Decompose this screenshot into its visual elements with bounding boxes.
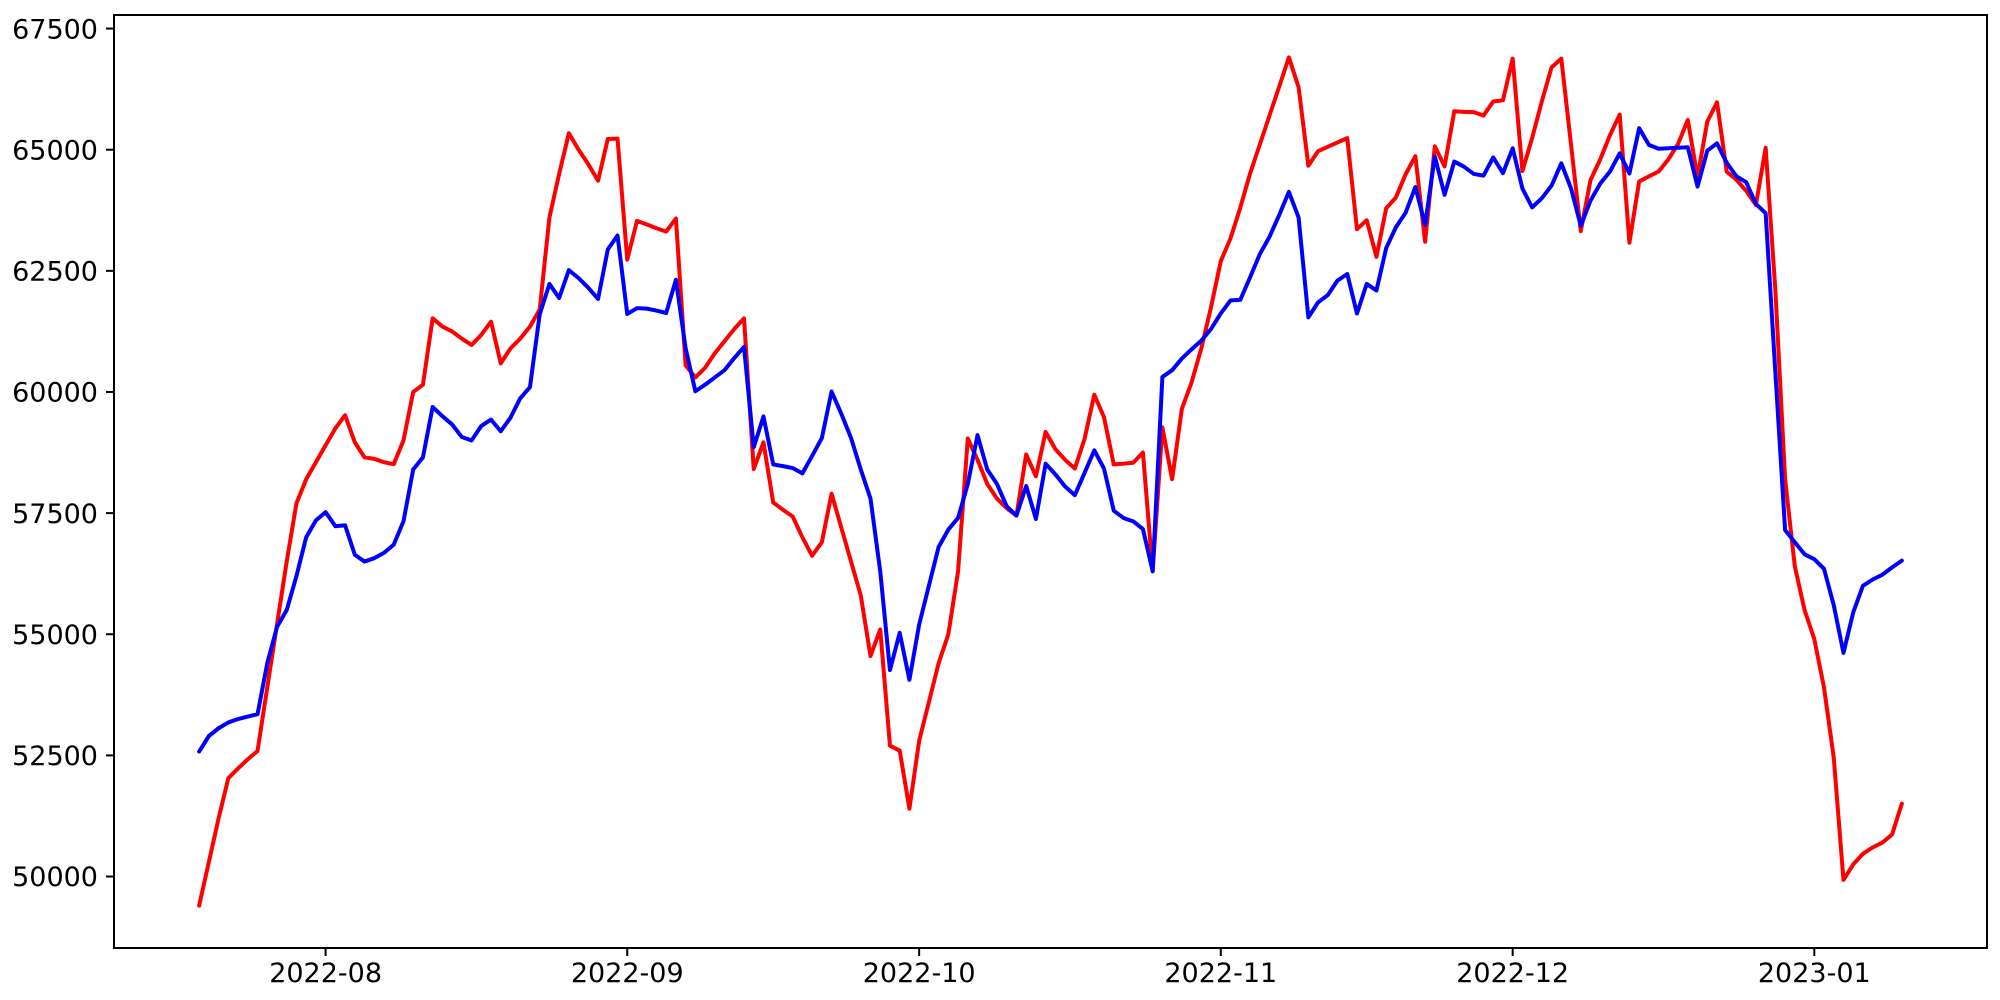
- red-series: [197, 55, 1904, 908]
- x-tick-label: 2022-10: [863, 958, 976, 989]
- y-tick-label: 67500: [12, 14, 98, 45]
- y-tick-label: 50000: [12, 862, 98, 893]
- x-tick-label: 2023-01: [1758, 958, 1871, 989]
- blue-series: [197, 126, 1904, 754]
- y-axis-ticks: 50000 52500 55000 57500 60000 62500 65000 67500: [12, 14, 114, 893]
- y-tick-label: 55000: [12, 620, 98, 651]
- x-tick-label: 2022-11: [1164, 958, 1277, 989]
- plot-border: [113, 14, 1988, 949]
- x-tick-label: 2022-09: [571, 958, 684, 989]
- x-tick-label: 2022-12: [1456, 958, 1569, 989]
- y-tick-label: 52500: [12, 741, 98, 772]
- y-tick-label: 65000: [12, 135, 98, 166]
- x-axis-ticks: 2022-08 2022-09 2022-10 2022-11 2022-12 2023-…: [269, 948, 1871, 989]
- x-tick-label: 2022-08: [269, 958, 382, 989]
- data-lines: [197, 55, 1904, 908]
- y-tick-label: 62500: [12, 257, 98, 288]
- y-tick-label: 60000: [12, 378, 98, 409]
- y-tick-label: 57500: [12, 499, 98, 530]
